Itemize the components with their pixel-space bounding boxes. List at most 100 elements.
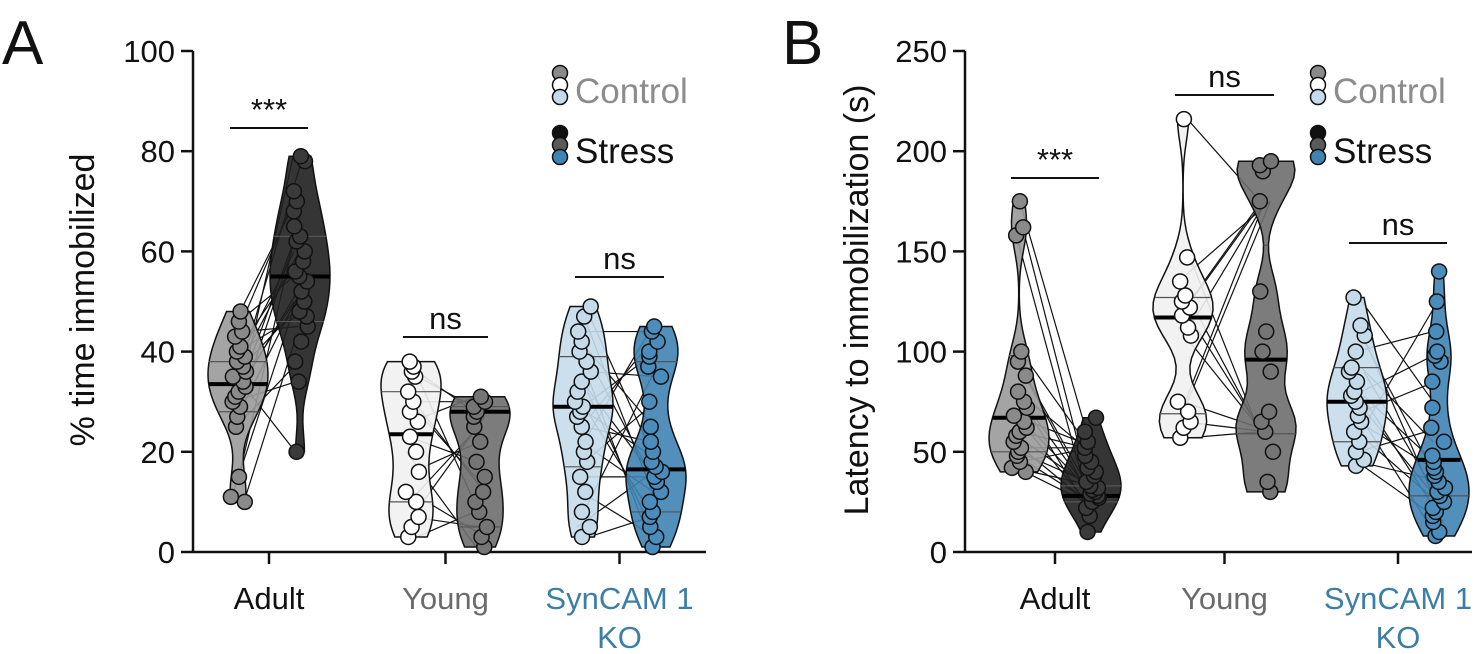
legend-stress-label: Stress	[575, 132, 674, 171]
pair-line	[1180, 201, 1266, 412]
control-data-point	[1171, 273, 1189, 290]
control-data-point	[407, 493, 425, 511]
panel-b: B Latency to immobilization (s) 0 50 100 15…	[782, 9, 1472, 654]
y-tick-label: 80	[141, 134, 175, 169]
category-label: Adult	[234, 581, 305, 616]
control-data-point	[1014, 219, 1032, 236]
control-data-point	[1005, 407, 1023, 424]
stress-data-point	[1428, 323, 1445, 340]
stress-data-point	[1424, 399, 1441, 416]
stress-data-point	[642, 418, 659, 435]
significance-label: ***	[1037, 142, 1073, 177]
stress-data-point	[641, 493, 659, 511]
stress-data-point	[1260, 403, 1278, 420]
legend-a: Control Stress	[551, 64, 688, 171]
panel-letter-a: A	[2, 9, 44, 78]
stress-data-point	[1264, 443, 1282, 461]
legend-control-label: Control	[575, 72, 688, 111]
y-tick-label: 50	[913, 435, 947, 470]
stress-data-point	[652, 368, 670, 385]
stress-data-point	[1424, 447, 1441, 465]
y-tick-label: 0	[930, 535, 947, 570]
control-data-point	[410, 463, 428, 481]
control-data-point	[582, 298, 599, 315]
control-data-point	[232, 303, 249, 320]
category-label: KO	[1376, 620, 1421, 654]
control-data-point	[569, 323, 587, 340]
stress-data-point	[645, 318, 663, 335]
control-data-point	[397, 483, 415, 501]
legend-control-dot	[551, 88, 569, 106]
category-label: SynCAM 1	[1324, 581, 1472, 616]
legend-stress-dot	[551, 148, 569, 166]
pair-line	[1358, 297, 1438, 409]
y-tick-labels-b: 0 50 100 150 200 250	[895, 34, 965, 570]
y-tick-label: 0	[158, 535, 175, 570]
stress-data-point	[642, 433, 660, 451]
category-label: KO	[597, 620, 642, 654]
pair-line	[243, 341, 296, 503]
stress-data-point	[1251, 193, 1269, 210]
stress-data-point	[471, 433, 489, 451]
control-data-point	[222, 488, 240, 506]
control-data-point	[399, 383, 417, 400]
stress-data-point	[1257, 323, 1275, 340]
control-data-point	[407, 443, 425, 461]
control-data-point	[1345, 289, 1362, 306]
control-data-point	[1343, 359, 1360, 376]
y-axis-title-a: % time immobilized	[64, 154, 102, 447]
legend-b: Control Stress	[1309, 64, 1446, 171]
stress-data-point	[641, 393, 658, 410]
control-data-point	[1179, 403, 1197, 420]
stress-data-point	[1430, 263, 1448, 280]
legend-stress-label: Stress	[1333, 132, 1432, 171]
y-tick-label: 20	[141, 435, 175, 470]
stress-data-point	[478, 518, 496, 536]
stress-data-point	[286, 218, 303, 235]
stress-data-point	[1079, 523, 1096, 541]
stress-data-point	[288, 443, 305, 461]
stress-data-point	[1423, 373, 1441, 390]
stress-data-point	[1076, 423, 1094, 441]
y-tick-label: 200	[895, 134, 947, 169]
control-data-point	[410, 508, 427, 526]
stress-data-point	[1428, 293, 1446, 310]
y-tick-label: 250	[895, 34, 947, 69]
control-data-point	[577, 483, 594, 501]
control-data-point	[401, 428, 419, 446]
y-axis-title-b: Latency to immobilization (s)	[838, 85, 876, 516]
stress-data-point	[292, 147, 310, 165]
control-data-point	[1011, 193, 1029, 210]
control-data-point	[571, 468, 589, 486]
stress-data-point	[1262, 363, 1279, 380]
panel-letter-b: B	[782, 9, 823, 78]
legend-control-label: Control	[1333, 72, 1446, 111]
control-data-point	[401, 353, 418, 370]
control-data-point	[573, 503, 591, 521]
control-data-point	[1175, 110, 1193, 128]
control-data-point	[577, 433, 594, 451]
significance-label: ns	[429, 301, 462, 336]
control-data-point	[1169, 393, 1187, 410]
stress-data-point	[290, 373, 307, 390]
category-label: SynCAM 1	[545, 581, 693, 616]
control-data-point	[1013, 343, 1030, 360]
stress-data-point	[476, 468, 493, 486]
pair-line	[1019, 201, 1092, 448]
category-label: Young	[1181, 581, 1268, 616]
significance-label: ns	[603, 241, 636, 276]
category-label: Young	[402, 581, 489, 616]
stress-data-point	[474, 483, 492, 501]
stress-data-point	[1252, 283, 1269, 300]
stress-data-point	[1435, 433, 1453, 451]
stress-data-point	[1259, 473, 1276, 491]
legend-stress-dot	[1309, 148, 1327, 166]
stress-data-point	[472, 388, 490, 405]
legend-control-dot	[1309, 88, 1327, 106]
plot-area-b: *** ns ns	[963, 51, 1472, 554]
y-tick-labels-a: 0 20 40 60 80 100	[123, 34, 193, 570]
category-labels-b: Adult Young SynCAM 1 KO	[1020, 552, 1472, 654]
control-data-point	[1352, 317, 1369, 334]
y-tick-label: 60	[141, 234, 175, 269]
control-data-point	[1178, 249, 1196, 266]
